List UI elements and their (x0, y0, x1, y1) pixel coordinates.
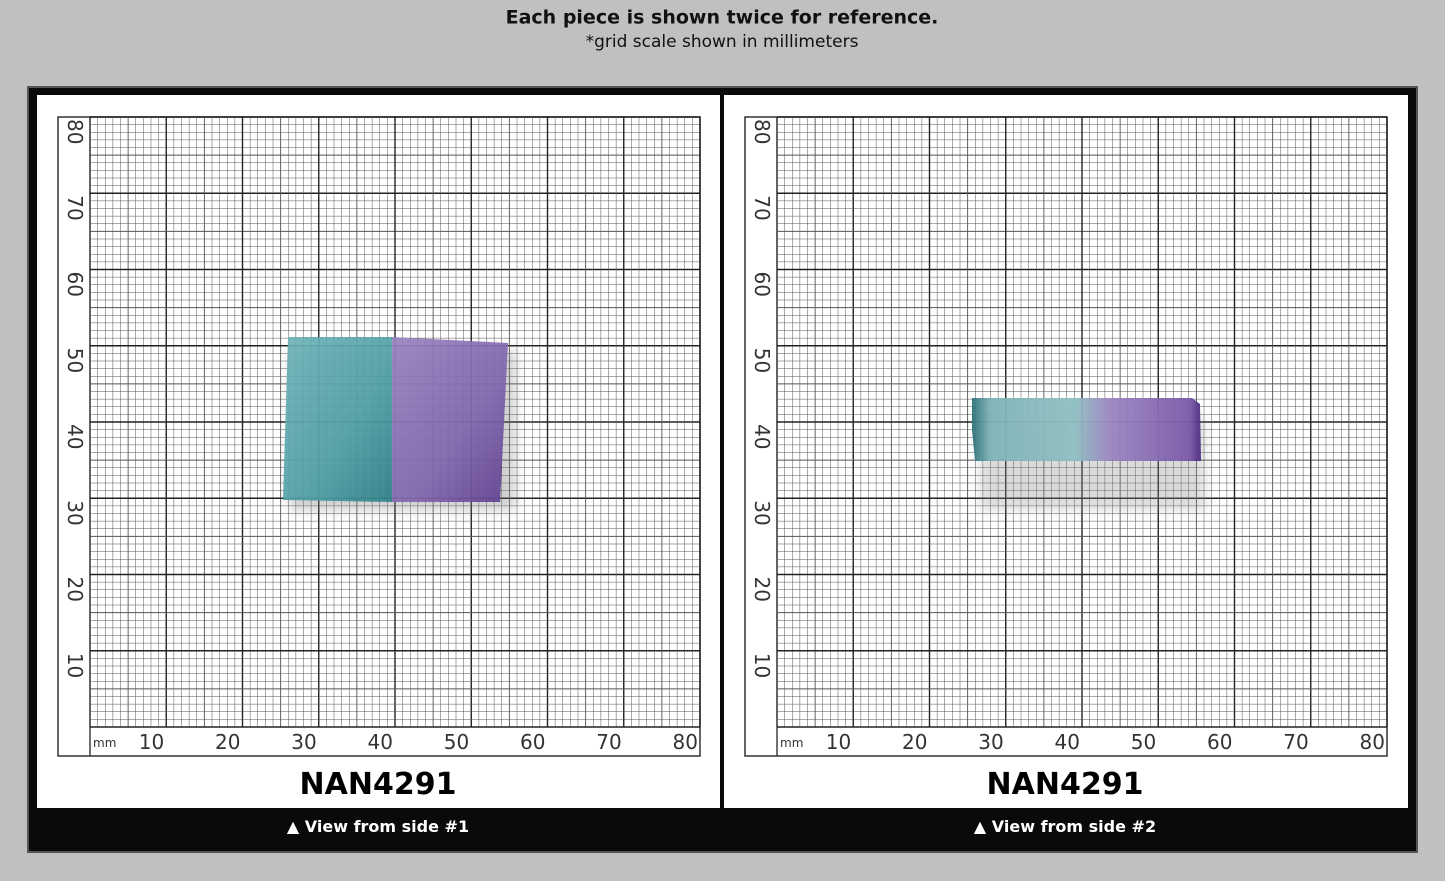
x-label: 60 (1207, 730, 1232, 754)
subtitle: *grid scale shown in millimeters (586, 32, 859, 52)
y-label: 30 (63, 500, 87, 525)
y-label: 70 (750, 195, 774, 220)
stone-purple (392, 337, 508, 502)
x-label: 10 (826, 730, 851, 754)
x-label: 20 (215, 730, 240, 754)
stone-bar (972, 398, 1201, 461)
x-label: 30 (978, 730, 1003, 754)
y-label: 70 (63, 195, 87, 220)
stone-teal (283, 337, 392, 502)
y-label: 60 (63, 272, 87, 297)
x-label: 30 (291, 730, 316, 754)
y-label: 20 (750, 577, 774, 602)
y-label: 50 (750, 348, 774, 373)
unit-label: mm (93, 736, 116, 750)
y-label: 40 (63, 424, 87, 449)
x-label: 50 (444, 730, 469, 754)
caption: ▲ View from side #1 (287, 817, 469, 836)
x-label: 70 (596, 730, 621, 754)
y-label: 50 (63, 348, 87, 373)
caption: ▲ View from side #2 (974, 817, 1156, 836)
x-label: 50 (1131, 730, 1156, 754)
x-label: 40 (368, 730, 393, 754)
y-label: 80 (63, 119, 87, 144)
x-label: 70 (1283, 730, 1308, 754)
x-label: 80 (673, 730, 698, 754)
y-label: 60 (750, 272, 774, 297)
x-label: 40 (1055, 730, 1080, 754)
unit-label: mm (780, 736, 803, 750)
y-label: 40 (750, 424, 774, 449)
piece-label: NAN4291 (987, 767, 1144, 802)
y-label: 10 (63, 653, 87, 678)
x-label: 10 (139, 730, 164, 754)
y-label: 80 (750, 119, 774, 144)
x-label: 20 (902, 730, 927, 754)
title: Each piece is shown twice for reference. (506, 7, 939, 29)
piece-label: NAN4291 (300, 767, 457, 802)
y-label: 10 (750, 653, 774, 678)
x-label: 80 (1360, 730, 1385, 754)
y-label: 20 (63, 577, 87, 602)
x-label: 60 (520, 730, 545, 754)
y-label: 30 (750, 500, 774, 525)
